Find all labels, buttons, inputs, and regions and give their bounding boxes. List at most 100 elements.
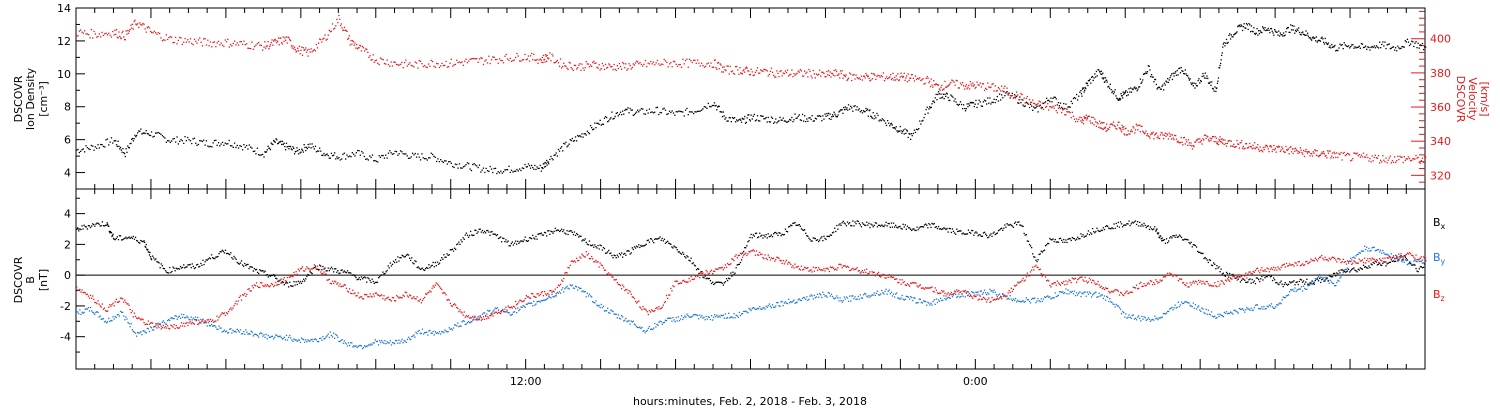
data-point bbox=[1414, 158, 1416, 160]
data-point bbox=[1106, 225, 1108, 227]
data-point bbox=[1266, 29, 1268, 31]
data-point bbox=[635, 245, 638, 247]
data-point bbox=[1140, 225, 1142, 227]
data-point bbox=[664, 319, 667, 321]
data-point bbox=[184, 267, 186, 269]
data-point bbox=[1062, 109, 1064, 111]
data-point bbox=[539, 164, 541, 167]
data-point bbox=[1289, 281, 1291, 283]
data-point bbox=[813, 237, 815, 239]
data-point bbox=[1244, 147, 1246, 149]
data-point bbox=[723, 317, 725, 319]
data-point bbox=[1195, 246, 1198, 248]
data-point bbox=[1168, 132, 1170, 134]
data-point bbox=[860, 226, 863, 228]
data-point bbox=[1129, 133, 1131, 135]
data-point bbox=[1083, 91, 1085, 93]
data-point bbox=[455, 324, 457, 326]
data-point bbox=[113, 238, 115, 240]
data-point bbox=[111, 235, 114, 237]
data-point bbox=[1003, 294, 1005, 296]
data-point bbox=[552, 232, 554, 234]
data-point bbox=[123, 315, 125, 317]
data-point bbox=[409, 338, 411, 340]
data-point bbox=[932, 223, 934, 225]
data-point bbox=[1092, 116, 1094, 119]
data-point bbox=[1265, 29, 1267, 32]
data-point bbox=[192, 44, 194, 46]
data-point bbox=[720, 314, 722, 316]
data-point bbox=[320, 265, 322, 267]
data-point bbox=[543, 231, 546, 234]
data-point bbox=[583, 291, 585, 293]
data-point bbox=[203, 322, 205, 324]
data-point bbox=[1323, 41, 1325, 43]
data-point bbox=[871, 117, 873, 119]
data-point bbox=[895, 293, 897, 295]
data-point bbox=[131, 329, 133, 331]
data-point bbox=[846, 79, 848, 82]
data-point bbox=[694, 265, 697, 267]
data-point bbox=[820, 75, 822, 77]
data-point bbox=[638, 63, 640, 65]
data-point bbox=[1162, 84, 1164, 86]
data-point bbox=[1083, 116, 1085, 118]
data-point bbox=[900, 227, 902, 229]
data-point bbox=[481, 169, 483, 171]
data-point bbox=[377, 277, 380, 279]
data-point bbox=[983, 289, 986, 291]
data-point bbox=[320, 150, 322, 152]
data-point bbox=[1349, 271, 1351, 273]
data-point bbox=[1323, 153, 1326, 155]
data-point bbox=[960, 103, 963, 106]
data-point bbox=[1293, 280, 1295, 282]
data-point bbox=[308, 48, 310, 51]
data-point bbox=[494, 58, 497, 61]
data-point bbox=[752, 74, 754, 77]
data-point bbox=[1024, 105, 1026, 107]
data-point bbox=[480, 57, 482, 59]
data-point bbox=[868, 77, 870, 79]
data-point bbox=[485, 315, 487, 317]
data-point bbox=[682, 58, 684, 60]
data-point bbox=[358, 47, 360, 49]
data-point bbox=[84, 226, 86, 228]
data-point bbox=[1268, 274, 1270, 276]
data-point bbox=[1338, 270, 1340, 272]
data-point bbox=[613, 313, 615, 315]
data-point bbox=[643, 330, 645, 332]
data-point bbox=[671, 320, 673, 322]
data-point bbox=[1313, 152, 1315, 154]
data-point bbox=[137, 332, 139, 334]
data-point bbox=[308, 146, 310, 148]
data-point bbox=[957, 87, 959, 89]
data-point bbox=[421, 267, 424, 269]
data-point bbox=[678, 110, 680, 112]
data-point bbox=[1326, 43, 1328, 45]
data-point bbox=[301, 148, 303, 150]
data-point bbox=[1212, 136, 1214, 138]
data-point bbox=[1049, 237, 1051, 240]
data-point bbox=[1354, 46, 1356, 48]
data-point bbox=[409, 257, 411, 259]
data-point bbox=[1333, 46, 1335, 48]
data-point bbox=[1134, 220, 1137, 222]
data-point bbox=[347, 342, 350, 344]
data-point bbox=[327, 34, 329, 36]
data-point bbox=[997, 87, 1000, 89]
data-point bbox=[1274, 279, 1276, 281]
data-point bbox=[758, 308, 760, 310]
data-point bbox=[1175, 234, 1177, 236]
data-point bbox=[1313, 37, 1315, 40]
data-point bbox=[881, 224, 883, 226]
data-point bbox=[446, 66, 448, 68]
data-point bbox=[961, 233, 963, 235]
data-point bbox=[1185, 238, 1187, 241]
data-point bbox=[883, 225, 885, 228]
data-point bbox=[645, 330, 647, 332]
data-point bbox=[282, 338, 284, 340]
data-point bbox=[1201, 143, 1203, 145]
data-point bbox=[1180, 66, 1182, 69]
data-point bbox=[516, 168, 518, 171]
data-point bbox=[1156, 228, 1158, 230]
